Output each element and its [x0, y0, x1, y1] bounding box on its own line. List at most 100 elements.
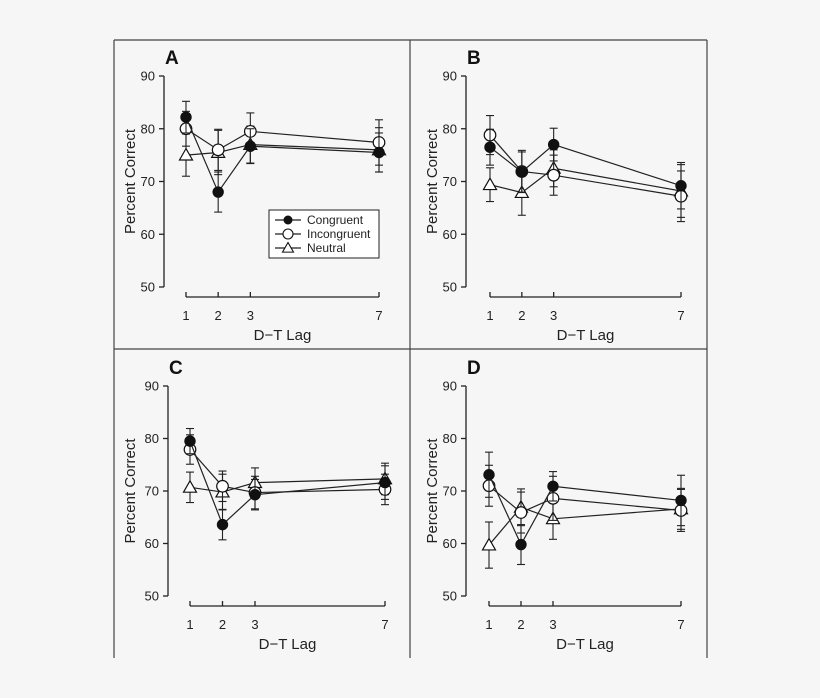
series-neutral: [482, 149, 689, 218]
data-point-congruent: [180, 111, 192, 123]
series-line: [489, 167, 682, 194]
x-tick-label: 1: [186, 617, 193, 632]
data-point-congruent: [675, 494, 687, 507]
y-axis-title: Percent Correct: [122, 438, 139, 544]
data-point-congruent: [373, 146, 385, 159]
y-tick-label: 70: [443, 484, 457, 499]
y-tick-label: 50: [141, 280, 155, 295]
panel-c: C 50 60 70 80 90 Percent Correct 1 2 3 7 D−T Lag: [122, 358, 393, 653]
data-point-congruent: [547, 480, 559, 492]
data-point-congruent: [484, 141, 496, 153]
x-tick-label: 2: [517, 617, 524, 632]
x-tick-label: 1: [486, 308, 493, 323]
y-tick-label: 90: [145, 379, 159, 394]
y-tick-label: 80: [443, 121, 457, 136]
panel-label: D: [467, 358, 481, 379]
series-line: [189, 478, 386, 493]
panel-label: B: [467, 48, 481, 69]
data-point-congruent: [675, 180, 687, 192]
x-axis-title: D−T Lag: [557, 327, 615, 344]
x-tick-label: 2: [518, 308, 525, 323]
data-point-congruent: [516, 166, 528, 178]
legend-item-incongruent: Incongruent: [275, 227, 371, 241]
x-tick-label: 3: [251, 617, 258, 632]
x-axis-title: D−T Lag: [556, 636, 614, 653]
series-incongruent: [482, 464, 688, 534]
series-line: [189, 440, 386, 526]
x-tick-label: 3: [550, 308, 557, 323]
series-line: [489, 134, 682, 197]
series-line: [185, 116, 380, 194]
legend-label: Neutral: [307, 241, 346, 255]
y-tick-label: 90: [443, 69, 457, 84]
y-tick-label: 60: [443, 227, 457, 242]
y-tick-label: 50: [145, 589, 159, 604]
series-line: [189, 449, 386, 494]
data-point-congruent: [216, 518, 229, 531]
legend-marker: [283, 215, 293, 225]
series-line: [488, 485, 682, 514]
data-point-neutral: [178, 147, 194, 161]
data-point-congruent: [244, 140, 257, 152]
data-point-congruent: [249, 488, 261, 501]
data-point-neutral: [182, 479, 198, 493]
x-tick-label: 7: [381, 617, 388, 632]
series-line: [488, 506, 682, 546]
legend-label: Congruent: [307, 213, 364, 227]
y-tick-label: 50: [443, 589, 457, 604]
x-tick-label: 1: [485, 617, 492, 632]
data-point-congruent: [515, 538, 527, 551]
x-tick-label: 7: [375, 308, 382, 323]
series-incongruent: [179, 110, 386, 171]
series-congruent: [184, 427, 391, 541]
data-point-incongruent: [547, 168, 561, 182]
legend-item-congruent: Congruent: [275, 213, 364, 227]
series-congruent: [180, 100, 385, 213]
data-point-incongruent: [514, 506, 528, 519]
y-tick-label: 70: [145, 484, 159, 499]
panel-label: A: [165, 48, 179, 69]
x-tick-label: 7: [677, 308, 684, 323]
series-line: [185, 128, 380, 151]
data-point-congruent: [547, 138, 560, 151]
panel-b: B 50 60 70 80 90 Percent Correct 1 2 3 7 D−T Lag: [424, 48, 689, 344]
series-neutral: [182, 462, 393, 511]
data-point-congruent: [483, 469, 495, 481]
data-point-incongruent: [216, 479, 229, 493]
legend-label: Incongruent: [307, 227, 371, 241]
data-point-congruent: [184, 435, 196, 447]
y-tick-label: 80: [443, 431, 457, 446]
y-tick-label: 90: [443, 379, 457, 394]
panel-label: C: [169, 358, 183, 379]
x-tick-label: 1: [182, 308, 189, 323]
x-tick-label: 2: [215, 308, 222, 323]
x-axis-title: D−T Lag: [254, 327, 312, 344]
y-tick-label: 80: [145, 431, 159, 446]
y-tick-label: 70: [141, 174, 155, 189]
x-axis-title: D−T Lag: [259, 636, 317, 653]
series-line: [489, 143, 682, 187]
data-point-neutral: [481, 537, 497, 551]
y-axis-title: Percent Correct: [424, 128, 441, 234]
legend-item-neutral: Neutral: [275, 241, 346, 255]
x-tick-label: 7: [677, 617, 684, 632]
y-tick-label: 60: [141, 227, 155, 242]
x-tick-label: 2: [219, 617, 226, 632]
x-tick-label: 3: [549, 617, 556, 632]
y-tick-label: 90: [141, 69, 155, 84]
series-congruent: [484, 127, 687, 210]
y-tick-label: 70: [443, 174, 457, 189]
y-axis-title: Percent Correct: [122, 128, 139, 234]
x-tick-label: 3: [247, 308, 254, 323]
y-tick-label: 60: [443, 536, 457, 551]
data-point-congruent: [379, 476, 391, 489]
data-point-congruent: [212, 186, 224, 198]
legend-marker: [281, 241, 295, 253]
data-point-neutral: [482, 176, 498, 191]
y-tick-label: 80: [141, 121, 155, 136]
y-tick-label: 50: [443, 280, 457, 295]
y-axis-title: Percent Correct: [424, 438, 441, 544]
series-incongruent: [483, 115, 688, 223]
